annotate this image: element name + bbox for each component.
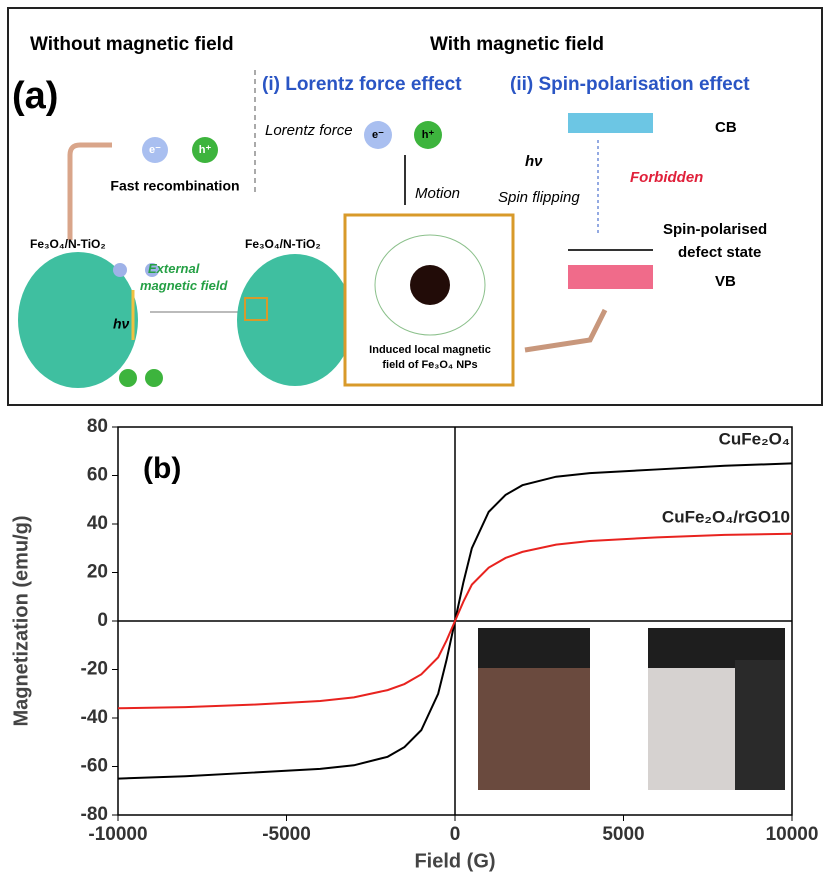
field-lines bbox=[374, 234, 486, 336]
label: CB bbox=[715, 119, 737, 136]
particle bbox=[237, 254, 353, 386]
series-line bbox=[117, 532, 793, 710]
label: Spin-polarised defect state bbox=[663, 221, 767, 261]
x-tick-label: 0 bbox=[450, 824, 461, 845]
label: field of Fe₃O₄ NPs bbox=[382, 359, 477, 371]
conduction-band bbox=[568, 113, 653, 133]
x-axis-label: Field (G) bbox=[414, 850, 495, 872]
x-tick-label: 10000 bbox=[766, 824, 819, 845]
label: VB bbox=[715, 273, 736, 290]
x-tick-label: 5000 bbox=[602, 824, 644, 845]
label: Fast recombination bbox=[110, 178, 239, 194]
y-tick-label: -80 bbox=[81, 804, 108, 825]
label: Motion bbox=[415, 185, 460, 202]
label: Induced local magnetic bbox=[369, 344, 491, 356]
y-axis-label: Magnetization (emu/g) bbox=[10, 515, 32, 726]
nanoparticle bbox=[410, 265, 450, 305]
arrow bbox=[524, 308, 608, 353]
electron bbox=[113, 263, 127, 277]
y-tick-label: -20 bbox=[81, 659, 108, 680]
label: h⁺ bbox=[199, 144, 212, 156]
hole bbox=[119, 369, 137, 387]
label: defect state bbox=[678, 244, 761, 261]
arrow bbox=[67, 142, 112, 240]
label: Spin flipping bbox=[498, 189, 580, 206]
label: External magnetic field bbox=[140, 261, 228, 293]
valence-band bbox=[568, 265, 653, 289]
series-label: CuFe₂O₄ bbox=[719, 429, 790, 448]
x-tick-label: -5000 bbox=[262, 824, 311, 845]
heading: (i) Lorentz force effect bbox=[262, 74, 462, 95]
panel-label: (b) bbox=[143, 452, 181, 485]
label: Fe₃O₄/N-TiO₂ bbox=[245, 237, 321, 251]
label: hν bbox=[113, 316, 130, 332]
hole bbox=[414, 121, 442, 149]
y-tick-label: -60 bbox=[81, 756, 108, 777]
label: magnetic field bbox=[140, 278, 228, 293]
y-tick-label: -40 bbox=[81, 707, 108, 728]
label: e⁻ bbox=[372, 129, 384, 141]
label: hν bbox=[525, 153, 543, 170]
particle bbox=[18, 252, 138, 388]
label: Forbidden bbox=[630, 169, 703, 186]
y-tick-label: 80 bbox=[87, 416, 108, 437]
y-tick-label: 40 bbox=[87, 513, 108, 534]
label: h⁺ bbox=[422, 129, 435, 141]
photo-cap bbox=[478, 628, 590, 668]
magnet bbox=[735, 660, 785, 790]
x-tick-label: -10000 bbox=[88, 824, 147, 845]
label: Spin-polarised bbox=[663, 221, 767, 238]
hole bbox=[145, 369, 163, 387]
y-tick-label: 60 bbox=[87, 465, 108, 486]
heading: Without magnetic field bbox=[30, 34, 234, 55]
label: External bbox=[148, 261, 200, 276]
y-tick-label: 20 bbox=[87, 562, 108, 583]
panel-label: (a) bbox=[12, 75, 58, 117]
electron bbox=[364, 121, 392, 149]
label: e⁻ bbox=[149, 144, 161, 156]
label: Lorentz force bbox=[265, 122, 353, 139]
y-tick-label: 0 bbox=[97, 610, 108, 631]
series-label: CuFe₂O₄/rGO10 bbox=[662, 507, 790, 526]
heading: (ii) Spin-polarisation effect bbox=[510, 74, 750, 95]
heading: With magnetic field bbox=[430, 34, 604, 55]
electron bbox=[142, 137, 168, 163]
label: Induced local magnetic field of Fe₃O₄ NPs bbox=[369, 344, 491, 371]
zoom-box bbox=[244, 297, 268, 321]
electron bbox=[145, 263, 159, 277]
label: Fe₃O₄/N-TiO₂ bbox=[30, 237, 106, 251]
hole bbox=[192, 137, 218, 163]
